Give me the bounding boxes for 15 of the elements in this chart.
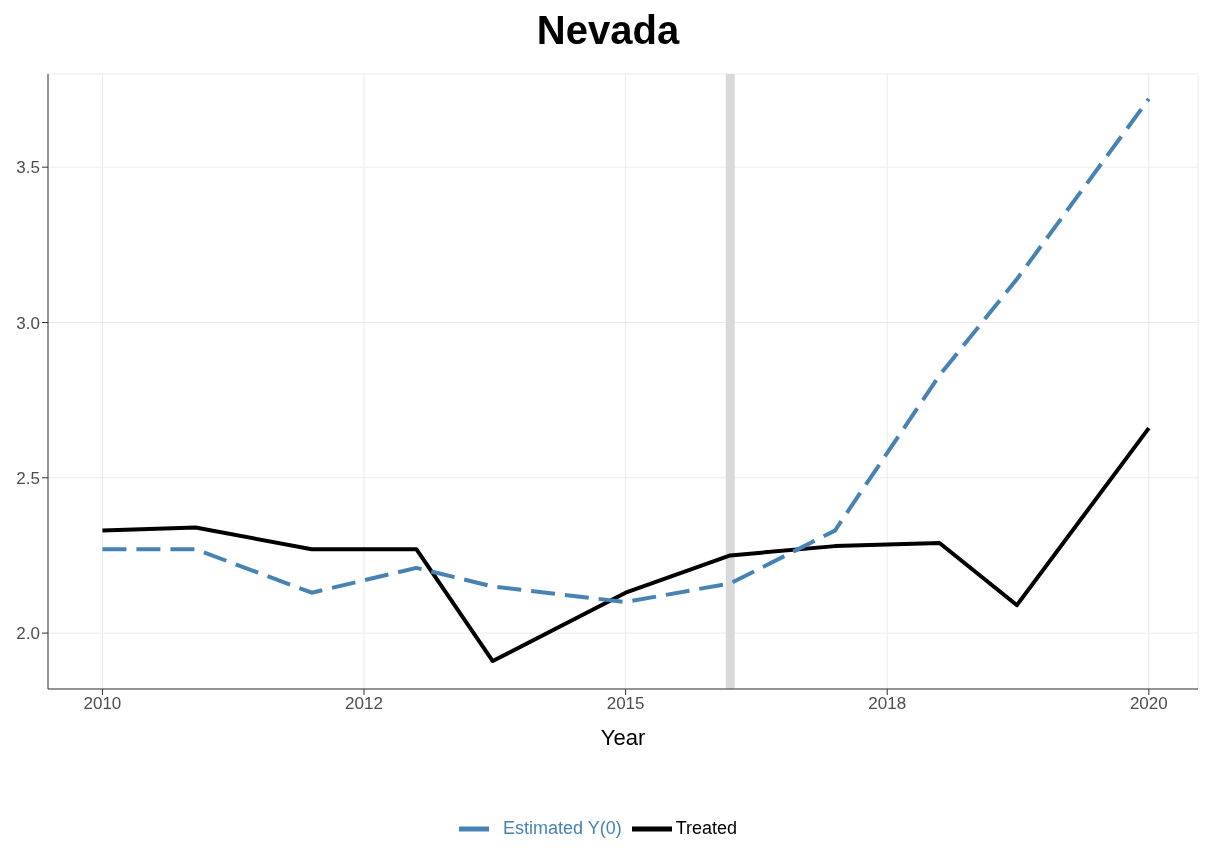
legend-label: Estimated Y(0): [502, 817, 622, 838]
y-tick-label: 2.5: [16, 468, 40, 488]
x-axis-title: Year: [600, 725, 646, 750]
legend-label: Treated: [675, 817, 738, 838]
y-tick-label: 3.0: [16, 313, 40, 333]
x-tick-label: 2010: [83, 694, 122, 714]
chart-title: Nevada: [535, 8, 681, 54]
line-series: [100, 426, 1151, 664]
y-tick-label: 2.0: [16, 624, 40, 644]
x-tick-label: 2018: [868, 694, 907, 714]
x-tick-label: 2012: [345, 694, 383, 714]
x-tick-label: 2015: [606, 694, 645, 714]
x-tick-label: 2020: [1129, 694, 1168, 714]
line-series: [100, 96, 1151, 605]
y-tick-label: 3.5: [16, 158, 40, 178]
